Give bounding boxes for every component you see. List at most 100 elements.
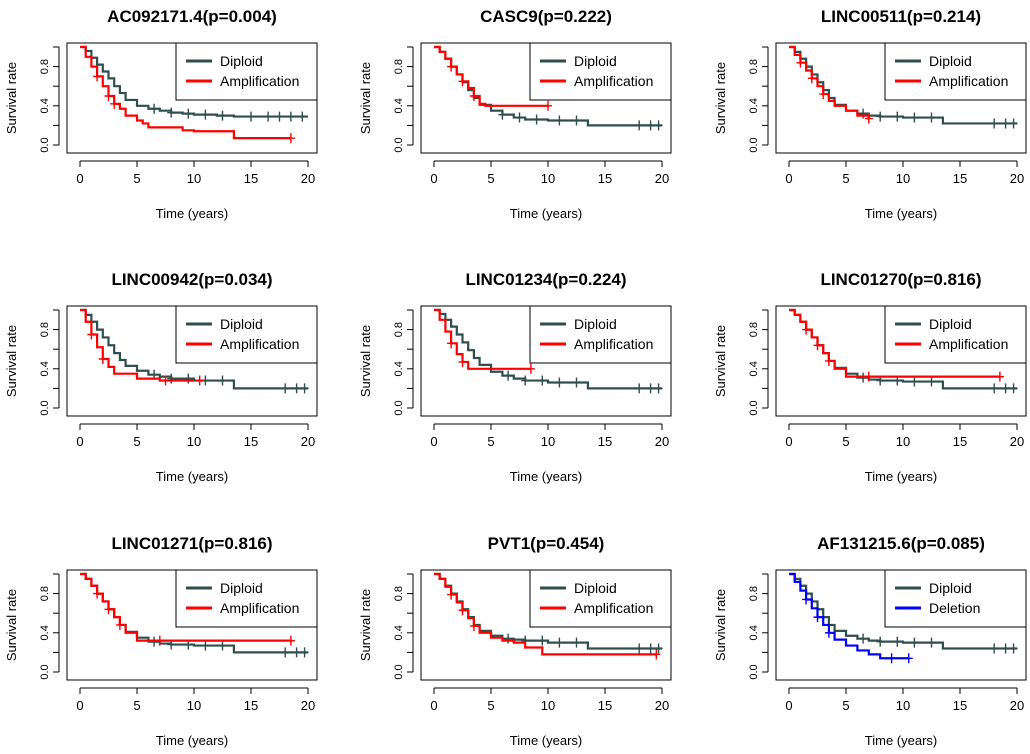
x-tick-label: 15 bbox=[244, 434, 258, 449]
x-axis-label: Time (years) bbox=[510, 733, 582, 748]
x-tick-label: 20 bbox=[301, 171, 315, 186]
diploid-censor-mark bbox=[515, 112, 524, 123]
legend-box bbox=[175, 42, 318, 101]
legend: Diploid Deletion bbox=[884, 569, 1027, 628]
diploid-censor-mark bbox=[532, 114, 541, 125]
x-tick-label: 20 bbox=[1010, 171, 1024, 186]
x-tick-label: 15 bbox=[953, 698, 967, 713]
diploid-censor-mark bbox=[646, 643, 655, 654]
x-tick-label: 5 bbox=[133, 171, 140, 186]
x-tick-label: 15 bbox=[953, 434, 967, 449]
chart-panel-3: LINC00511(p=0.214) 0 5 10 15 20 Time (years) 0.… bbox=[713, 7, 1027, 221]
y-tick-label: 0.0 bbox=[39, 664, 51, 679]
amplification-censor-mark bbox=[813, 340, 822, 351]
diploid-censor-mark bbox=[555, 115, 564, 126]
legend-label-diploid: Diploid bbox=[574, 580, 617, 596]
x-axis-label: Time (years) bbox=[156, 206, 228, 221]
diploid-censor-mark bbox=[218, 640, 227, 651]
x-tick-label: 0 bbox=[76, 434, 83, 449]
diploid-censor-mark bbox=[893, 636, 902, 647]
y-tick-label: 0.8 bbox=[393, 59, 405, 74]
diploid-censor-mark bbox=[572, 115, 581, 126]
x-tick-label: 20 bbox=[301, 434, 315, 449]
amplification-censor-mark bbox=[458, 605, 467, 616]
y-tick-label: 0.0 bbox=[39, 400, 51, 415]
x-tick-label: 5 bbox=[133, 698, 140, 713]
legend-label-diploid: Diploid bbox=[220, 53, 263, 69]
legend-label-amplification: Amplification bbox=[574, 600, 653, 616]
legend: Diploid Amplification bbox=[175, 305, 318, 364]
x-tick-label: 20 bbox=[655, 434, 669, 449]
x-axis-label: Time (years) bbox=[156, 469, 228, 484]
legend-box bbox=[884, 305, 1027, 364]
x-tick-label: 15 bbox=[953, 171, 967, 186]
diploid-censor-mark bbox=[498, 109, 507, 120]
diploid-censor-mark bbox=[572, 377, 581, 388]
legend-box bbox=[529, 305, 672, 364]
diploid-censor-mark bbox=[910, 112, 919, 123]
legend-label-diploid: Diploid bbox=[574, 316, 617, 332]
amplification-censor-mark bbox=[161, 375, 170, 386]
x-tick-label: 10 bbox=[187, 434, 201, 449]
diploid-censor-mark bbox=[859, 633, 868, 644]
diploid-censor-mark bbox=[504, 370, 513, 381]
diploid-censor-mark bbox=[292, 647, 301, 658]
y-tick-label: 0.0 bbox=[393, 137, 405, 152]
diploid-censor-mark bbox=[1001, 643, 1010, 654]
diploid-censor-mark bbox=[635, 643, 644, 654]
x-axis-label: Time (years) bbox=[510, 206, 582, 221]
deletion-censor-mark bbox=[824, 627, 833, 638]
x-tick-label: 15 bbox=[598, 698, 612, 713]
y-axis-label: Survival rate bbox=[4, 62, 19, 134]
amplification-censor-mark bbox=[115, 619, 124, 630]
y-tick-label: 0.0 bbox=[393, 400, 405, 415]
diploid-censor-mark bbox=[300, 647, 309, 658]
chart-panel-6: LINC01270(p=0.816) 0 5 10 15 20 Time (years) 0.… bbox=[713, 270, 1027, 484]
chart-panel-8: PVT1(p=0.454) 0 5 10 15 20 Time (years) 0.0 0.4 0… bbox=[358, 534, 672, 748]
x-tick-label: 10 bbox=[896, 171, 910, 186]
legend-label-amplification: Amplification bbox=[574, 73, 653, 89]
legend-label-amplification: Amplification bbox=[929, 73, 1008, 89]
y-tick-label: 0.4 bbox=[393, 98, 405, 113]
diploid-censor-mark bbox=[201, 640, 210, 651]
amplification-censor-mark bbox=[995, 371, 1004, 382]
amplification-censor-mark bbox=[155, 635, 164, 646]
legend-box bbox=[175, 569, 318, 628]
x-tick-label: 10 bbox=[187, 698, 201, 713]
diploid-censor-mark bbox=[300, 383, 309, 394]
diploid-censor-mark bbox=[167, 107, 176, 118]
y-tick-label: 0.0 bbox=[748, 400, 760, 415]
x-tick-label: 20 bbox=[1010, 434, 1024, 449]
diploid-censor-mark bbox=[990, 383, 999, 394]
chart-panel-7: LINC01271(p=0.816) 0 5 10 15 20 Time (years) 0.… bbox=[4, 534, 318, 748]
amplification-censor-mark bbox=[864, 113, 873, 124]
x-tick-label: 5 bbox=[487, 434, 494, 449]
diploid-censor-mark bbox=[218, 110, 227, 121]
legend-box bbox=[175, 305, 318, 364]
x-axis-label: Time (years) bbox=[865, 206, 937, 221]
diploid-censor-mark bbox=[247, 111, 255, 122]
chart-title: AF131215.6(p=0.085) bbox=[817, 534, 985, 553]
y-tick-label: 0.0 bbox=[393, 664, 405, 679]
amplification-censor-mark bbox=[458, 356, 467, 367]
amplification-curve bbox=[434, 308, 531, 370]
x-tick-label: 15 bbox=[244, 171, 258, 186]
diploid-censor-mark bbox=[859, 108, 868, 119]
legend: Diploid Amplification bbox=[529, 305, 672, 364]
legend-label-diploid: Diploid bbox=[929, 316, 972, 332]
legend: Diploid Amplification bbox=[175, 42, 318, 101]
legend-label-amplification: Amplification bbox=[220, 336, 299, 352]
legend-label-diploid: Diploid bbox=[929, 53, 972, 69]
diploid-censor-mark bbox=[286, 111, 295, 122]
amplification-censor-mark bbox=[93, 71, 102, 82]
legend-box bbox=[884, 42, 1027, 101]
amplification-censor-mark bbox=[195, 375, 204, 386]
diploid-censor-mark bbox=[646, 383, 655, 394]
y-tick-label: 0.8 bbox=[748, 322, 760, 337]
x-tick-label: 20 bbox=[301, 698, 315, 713]
diploid-censor-mark bbox=[1001, 118, 1010, 129]
legend-box bbox=[529, 42, 672, 101]
y-tick-label: 0.0 bbox=[39, 137, 51, 152]
diploid-censor-mark bbox=[275, 111, 284, 122]
